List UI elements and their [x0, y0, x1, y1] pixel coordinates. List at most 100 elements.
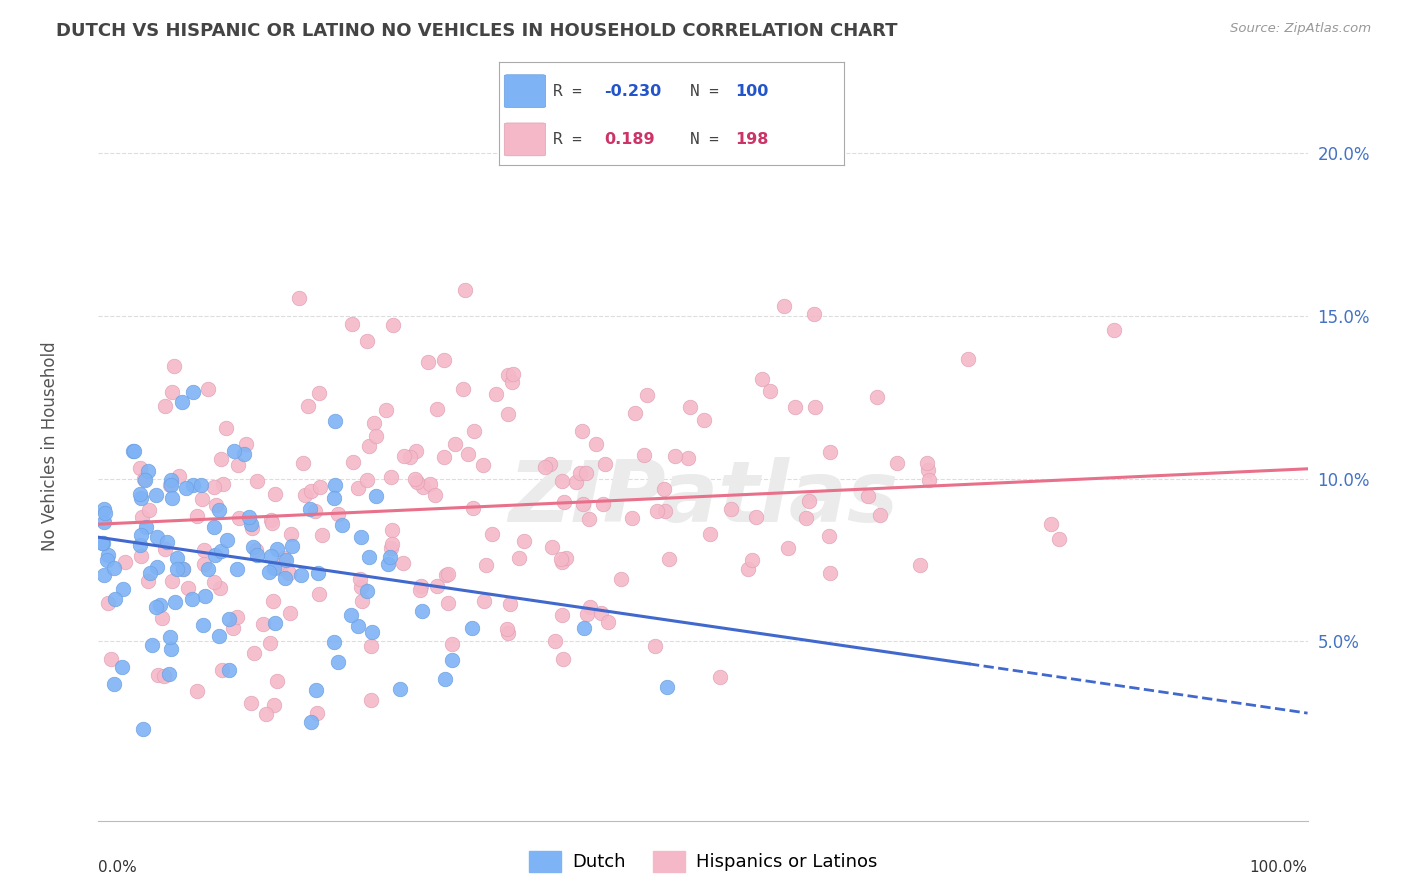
Text: 198: 198 [735, 132, 769, 147]
Point [772, 299, 794, 313]
Point [910, 558, 932, 573]
Point [96, 596, 118, 610]
Point [280, 526, 302, 541]
Point [633, 448, 655, 462]
Point [136, 574, 159, 589]
Point [240, 520, 263, 534]
Point [299, 501, 322, 516]
Point [693, 413, 716, 427]
Point [366, 489, 388, 503]
Point [181, 478, 204, 492]
Point [145, 488, 167, 502]
Point [194, 590, 217, 604]
Point [865, 390, 887, 404]
Point [818, 445, 841, 459]
Point [180, 592, 202, 607]
Point [380, 541, 402, 555]
Point [152, 669, 174, 683]
Point [495, 622, 517, 636]
Point [160, 477, 183, 491]
Point [211, 544, 233, 558]
Point [217, 533, 239, 547]
Point [245, 543, 267, 558]
Point [1047, 532, 1070, 546]
Point [342, 454, 364, 468]
Point [166, 562, 188, 576]
Point [411, 579, 433, 593]
Point [785, 400, 807, 414]
Point [202, 480, 225, 494]
Point [93, 568, 115, 582]
Point [575, 467, 598, 481]
Point [191, 491, 214, 506]
Point [610, 572, 633, 586]
Point [502, 367, 524, 381]
Point [444, 437, 467, 451]
Point [160, 491, 183, 505]
Point [254, 707, 277, 722]
Point [655, 680, 678, 694]
Text: -0.230: -0.230 [605, 84, 661, 99]
Point [347, 481, 370, 495]
Point [347, 619, 370, 633]
Text: R =: R = [553, 84, 582, 99]
Point [434, 672, 457, 686]
Point [263, 561, 285, 575]
Point [360, 639, 382, 653]
Point [307, 566, 329, 581]
Point [918, 473, 941, 487]
Point [209, 451, 232, 466]
Point [598, 615, 620, 629]
Point [266, 674, 288, 689]
Point [1102, 323, 1125, 337]
Point [91, 536, 114, 550]
Point [499, 598, 522, 612]
Point [134, 473, 156, 487]
Point [737, 561, 759, 575]
Point [551, 474, 574, 488]
Point [461, 501, 484, 516]
Point [1039, 517, 1062, 532]
Point [215, 421, 238, 435]
Point [758, 384, 780, 399]
Point [129, 461, 152, 475]
Point [97, 548, 120, 562]
Point [699, 527, 721, 541]
Point [163, 359, 186, 373]
Text: 100.0%: 100.0% [1250, 860, 1308, 875]
Point [311, 528, 333, 542]
Point [568, 467, 591, 481]
Point [269, 561, 291, 575]
Point [110, 660, 132, 674]
Point [197, 382, 219, 396]
Point [146, 530, 169, 544]
Point [211, 663, 233, 677]
Point [149, 599, 172, 613]
Point [441, 653, 464, 667]
Point [550, 552, 572, 566]
Point [129, 538, 152, 552]
Point [411, 604, 433, 618]
Point [322, 634, 344, 648]
Point [197, 562, 219, 576]
Point [652, 482, 675, 496]
Point [193, 543, 215, 558]
Point [778, 541, 800, 555]
Point [624, 406, 647, 420]
Point [135, 520, 157, 534]
Point [100, 652, 122, 666]
Point [551, 607, 574, 622]
Point [676, 450, 699, 465]
Point [226, 609, 249, 624]
Point [357, 549, 380, 564]
Point [405, 444, 427, 458]
Point [222, 621, 245, 635]
Point [212, 477, 235, 491]
Point [172, 395, 194, 409]
Point [380, 470, 402, 484]
Point [451, 383, 474, 397]
Point [134, 472, 156, 486]
Point [794, 510, 817, 524]
Point [375, 403, 398, 417]
Point [183, 384, 205, 399]
